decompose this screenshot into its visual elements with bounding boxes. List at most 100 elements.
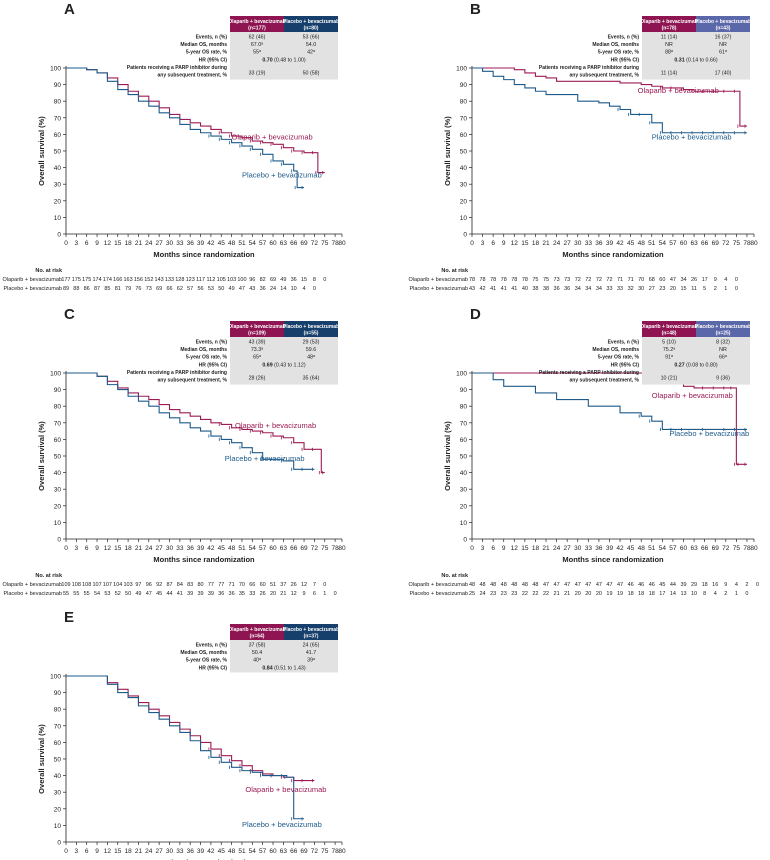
risk-ola-d: 47 — [554, 582, 560, 588]
hdr-ola-n-e: (n=64) — [250, 634, 265, 640]
x-tick-label-d: 72 — [722, 545, 730, 552]
risk-ola-b: 72 — [585, 277, 591, 283]
risk-row-label-ola-c: Olaparib + bevacizumab — [3, 582, 62, 588]
y-tick-label-a: 60 — [54, 132, 62, 139]
risk-pla-c: 12 — [291, 591, 297, 597]
y-tick-label-d: 50 — [460, 454, 468, 461]
placebo-curve-b — [472, 67, 747, 134]
risk-pla-d: 22 — [543, 591, 549, 597]
x-tick-label-e: 69 — [300, 848, 308, 855]
risk-ola-d: 46 — [628, 582, 634, 588]
risk-pla-a: 57 — [187, 286, 193, 292]
risk-pla-a: 81 — [115, 286, 121, 292]
risk-ola-c: 103 — [124, 582, 133, 588]
x-tick-label-d: 21 — [542, 545, 550, 552]
row-pla-d: NR — [719, 347, 727, 353]
x-tick-label-d: 24 — [553, 545, 561, 552]
x-tick-label-d: 69 — [712, 545, 720, 552]
risk-pla-b: 36 — [564, 286, 570, 292]
x-tick-label-e: 9 — [95, 848, 99, 855]
y-axis-title-d: Overall survival (%) — [443, 421, 452, 491]
risk-ola-d: 48 — [469, 582, 475, 588]
x-tick-label-e: 57 — [259, 848, 267, 855]
y-tick-label-c: 60 — [54, 437, 62, 444]
row-ola-a: 62 (46) — [249, 35, 266, 41]
risk-pla-b: 1 — [724, 286, 727, 292]
y-tick-label-c: 80 — [54, 404, 62, 411]
risk-ola-a: 0 — [323, 277, 326, 283]
panel-label-d: D — [470, 306, 481, 323]
risk-pla-c: 44 — [166, 591, 172, 597]
x-tick-label-b: 54 — [659, 240, 667, 247]
table-header-pla-b — [696, 16, 750, 32]
risk-ola-b: 4 — [724, 277, 727, 283]
y-tick-label-a: 100 — [50, 66, 61, 73]
x-tick-label-b: 36 — [595, 240, 603, 247]
hdr-pla-a: Placebo + bevacizumab — [283, 19, 339, 25]
placebo-label-e: Placebo + bevacizumab — [242, 820, 322, 829]
x-tick-label-a: 42 — [207, 240, 215, 247]
risk-pla-b: 33 — [617, 286, 623, 292]
parp-label-2-d: any subsequent treatment, % — [570, 378, 640, 384]
x-tick-label-d: 54 — [659, 545, 667, 552]
row-ola-b: 88ᵃ — [665, 50, 673, 56]
table-header-ola-a — [230, 16, 284, 32]
risk-ola-b: 78 — [501, 277, 507, 283]
risk-ola-a: 117 — [196, 277, 205, 283]
x-tick-label-b: 6 — [491, 240, 495, 247]
risk-pla-c: 53 — [104, 591, 110, 597]
x-tick-label-c: 6 — [85, 545, 89, 552]
x-axis-title-b: Months since randomization — [562, 250, 664, 259]
risk-ola-a: 96 — [249, 277, 255, 283]
x-tick-label-c: 24 — [145, 545, 153, 552]
risk-pla-b: 38 — [543, 286, 549, 292]
risk-pla-a: 89 — [63, 286, 69, 292]
x-tick-label-e: 48 — [228, 848, 236, 855]
x-tick-label-b: 69 — [712, 240, 720, 247]
panel-label-e: E — [64, 609, 74, 626]
y-tick-label-c: 20 — [54, 503, 62, 510]
x-tick-label-e: 18 — [124, 848, 132, 855]
risk-pla-a: 85 — [104, 286, 110, 292]
risk-ola-a: 15 — [301, 277, 307, 283]
row-ola-a: 55ᵃ — [253, 50, 261, 56]
x-tick-label-c: 54 — [249, 545, 257, 552]
x-tick-label-c: 69 — [300, 545, 308, 552]
x-tick-label-d: 63 — [690, 545, 698, 552]
parp-ola-c: 28 (26) — [249, 376, 266, 382]
risk-ola-a: 143 — [155, 277, 164, 283]
x-tick-label-e: 75 — [321, 848, 329, 855]
x-tick-label-d: 42 — [616, 545, 624, 552]
x-tick-label-d: 18 — [532, 545, 540, 552]
row-ola-d: 75.2ᵃ — [663, 347, 675, 353]
parp-label-1-a: Patients receiving a PARP inhibitor duri… — [127, 65, 227, 71]
hdr-ola-a: Olaparib + bevacizumab — [228, 19, 285, 25]
hdr-pla-c: Placebo + bevacizumab — [283, 324, 339, 330]
risk-ola-d: 46 — [638, 582, 644, 588]
risk-ola-d: 4 — [735, 582, 738, 588]
hdr-pla-n-b: (n=43) — [716, 26, 731, 32]
summary-table-a: Olaparib + bevacizumab(n=177) Placebo + b… — [127, 16, 339, 80]
y-tick-label-a: 70 — [54, 115, 62, 122]
risk-row-label-ola-b: Olaparib + bevacizumab — [409, 277, 468, 283]
row-label-b: Events, n (%) — [608, 35, 640, 41]
risk-pla-b: 34 — [575, 286, 581, 292]
risk-ola-a: 163 — [124, 277, 133, 283]
risk-pla-b: 34 — [585, 286, 591, 292]
x-tick-label-b: 51 — [648, 240, 656, 247]
y-tick-label-d: 90 — [460, 387, 468, 394]
parp-ola-b: 11 (14) — [661, 71, 678, 77]
risk-ola-d: 47 — [617, 582, 623, 588]
risk-row-label-pla-c: Placebo + bevacizumab — [3, 591, 62, 597]
x-tick-label-d: 33 — [585, 545, 593, 552]
y-tick-label-c: 70 — [54, 420, 62, 427]
risk-row-label-pla-d: Placebo + bevacizumab — [409, 591, 468, 597]
parp-label-1-c: Patients receiving a PARP inhibitor duri… — [127, 370, 227, 376]
y-axis-title-e: Overall survival (%) — [37, 724, 46, 794]
hr-label-b: HR (95% CI) — [611, 57, 640, 63]
risk-title-a: No. at risk — [35, 268, 63, 274]
risk-title-d: No. at risk — [441, 573, 469, 579]
risk-ola-b: 9 — [714, 277, 717, 283]
risk-pla-a: 14 — [280, 286, 286, 292]
